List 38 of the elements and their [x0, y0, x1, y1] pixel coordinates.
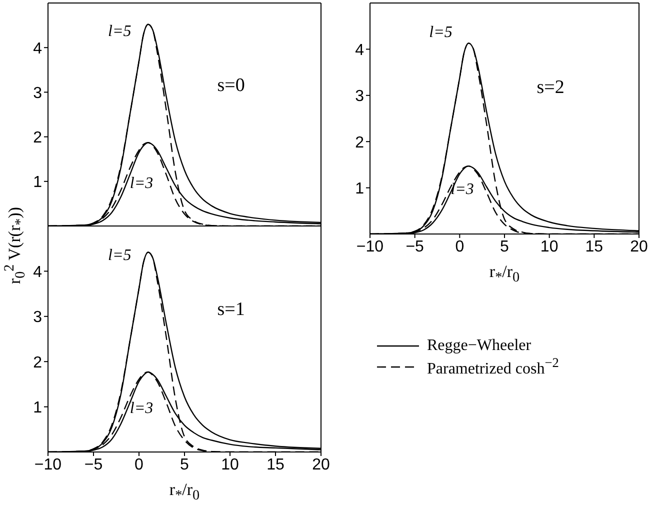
- y-tick-label: 1: [33, 399, 42, 416]
- annotation: l=3: [130, 174, 154, 192]
- y-tick-label: 2: [33, 129, 42, 146]
- x-axis-title: r$_{*}$/r$_{0}$: [168, 480, 201, 504]
- x-tick-label: −10: [34, 456, 62, 474]
- y-tick-label: 4: [33, 264, 42, 281]
- x-tick-label: −5: [84, 456, 103, 474]
- y-tick-label: 3: [355, 88, 364, 106]
- annotation: l=3: [130, 400, 154, 418]
- y-tick-label: 4: [33, 40, 42, 58]
- annotation: l=5: [429, 24, 452, 42]
- y-tick-label: 1: [33, 174, 42, 192]
- x-tick-label: 0: [134, 456, 144, 474]
- x-tick-label: 10: [221, 456, 239, 474]
- x-tick-label: 15: [585, 238, 604, 256]
- annotation: l=5: [108, 246, 132, 264]
- annotation: s=1: [217, 298, 245, 320]
- y-tick-label: 3: [33, 309, 42, 326]
- y-tick-label: 4: [355, 42, 364, 59]
- y-tick-label: 1: [355, 180, 364, 198]
- annotation: s=0: [217, 74, 245, 96]
- x-tick-label: −10: [356, 238, 384, 256]
- y-tick-label: 3: [33, 84, 42, 102]
- x-tick-label: 5: [180, 456, 190, 474]
- x-tick-label: 20: [630, 238, 648, 256]
- annotation: s=2: [536, 77, 564, 98]
- x-tick-label: 10: [540, 238, 558, 256]
- x-tick-label: 20: [312, 456, 330, 474]
- annotation: l=5: [108, 23, 132, 40]
- x-axis-title: r$_{*}$/r$_{0}$: [488, 262, 521, 286]
- x-tick-label: 15: [266, 456, 284, 474]
- y-tick-label: 2: [33, 354, 42, 372]
- x-tick-label: −5: [406, 238, 424, 256]
- x-tick-label: 0: [455, 238, 464, 256]
- legend-label: Parametrized cosh$^{−2}$: [427, 354, 559, 378]
- x-tick-label: 5: [500, 238, 510, 256]
- y-tick-label: 2: [355, 134, 364, 152]
- legend-label: Regge−Wheeler: [427, 336, 532, 354]
